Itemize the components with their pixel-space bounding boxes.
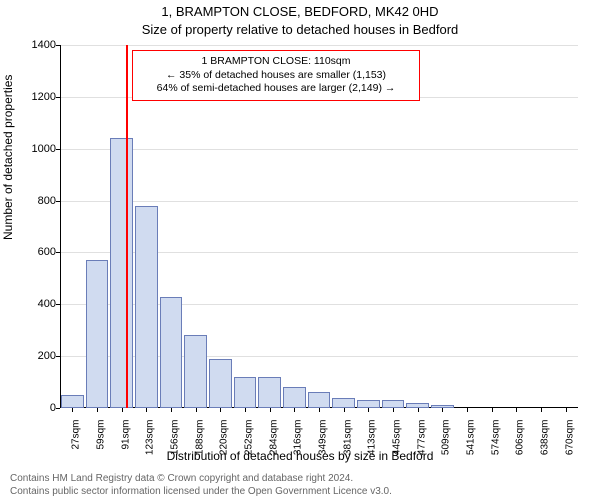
histogram-bar <box>332 398 355 408</box>
x-tick-label: 59sqm <box>96 420 107 460</box>
y-tick-label: 0 <box>16 402 56 414</box>
x-tick-label: 156sqm <box>170 420 181 460</box>
histogram-bar <box>110 138 133 408</box>
y-tick-label: 200 <box>16 350 56 362</box>
footer-copyright: Contains HM Land Registry data © Crown c… <box>10 473 353 484</box>
histogram-bar <box>283 387 306 408</box>
histogram-bar <box>61 395 84 408</box>
x-tick-label: 220sqm <box>219 420 230 460</box>
y-tick-label: 600 <box>16 246 56 258</box>
histogram-bar <box>258 377 281 408</box>
histogram-bar <box>357 400 380 408</box>
x-tick-label: 670sqm <box>564 420 575 460</box>
annotation-larger: 64% of semi-detached houses are larger (… <box>139 82 413 96</box>
x-tick-label: 445sqm <box>392 420 403 460</box>
y-tick-label: 1200 <box>16 91 56 103</box>
histogram-bar <box>86 260 109 408</box>
histogram-bar <box>382 400 405 408</box>
histogram-bar <box>135 206 158 408</box>
y-axis-label: Number of detached properties <box>1 75 15 240</box>
x-tick-label: 349sqm <box>318 420 329 460</box>
property-marker-line <box>126 45 128 408</box>
histogram-bar <box>234 377 257 408</box>
annotation-smaller: ← 35% of detached houses are smaller (1,… <box>139 69 413 83</box>
x-tick-label: 123sqm <box>145 420 156 460</box>
x-tick-label: 284sqm <box>268 420 279 460</box>
x-tick-label: 188sqm <box>194 420 205 460</box>
x-tick-label: 27sqm <box>71 420 82 460</box>
y-tick-label: 400 <box>16 298 56 310</box>
x-tick-label: 541sqm <box>466 420 477 460</box>
y-tick-label: 1000 <box>16 143 56 155</box>
x-tick-label: 606sqm <box>515 420 526 460</box>
chart-subtitle: Size of property relative to detached ho… <box>0 22 600 37</box>
x-tick-label: 477sqm <box>416 420 427 460</box>
histogram-bar <box>308 392 331 408</box>
annotation-size: 1 BRAMPTON CLOSE: 110sqm <box>139 55 413 69</box>
histogram-bar <box>184 335 207 408</box>
chart-title: 1, BRAMPTON CLOSE, BEDFORD, MK42 0HD <box>0 4 600 19</box>
x-tick-label: 252sqm <box>244 420 255 460</box>
x-tick-label: 91sqm <box>120 420 131 460</box>
x-tick-label: 413sqm <box>367 420 378 460</box>
footer-licence: Contains public sector information licen… <box>10 486 392 497</box>
x-tick-label: 509sqm <box>441 420 452 460</box>
x-tick-label: 316sqm <box>293 420 304 460</box>
x-tick-label: 638sqm <box>540 420 551 460</box>
annotation-box: 1 BRAMPTON CLOSE: 110sqm ← 35% of detach… <box>132 50 420 101</box>
histogram-bar <box>160 297 183 408</box>
x-tick-label: 381sqm <box>342 420 353 460</box>
x-tick-label: 574sqm <box>490 420 501 460</box>
histogram-bar <box>209 359 232 408</box>
y-tick-label: 1400 <box>16 39 56 51</box>
y-tick-label: 800 <box>16 195 56 207</box>
